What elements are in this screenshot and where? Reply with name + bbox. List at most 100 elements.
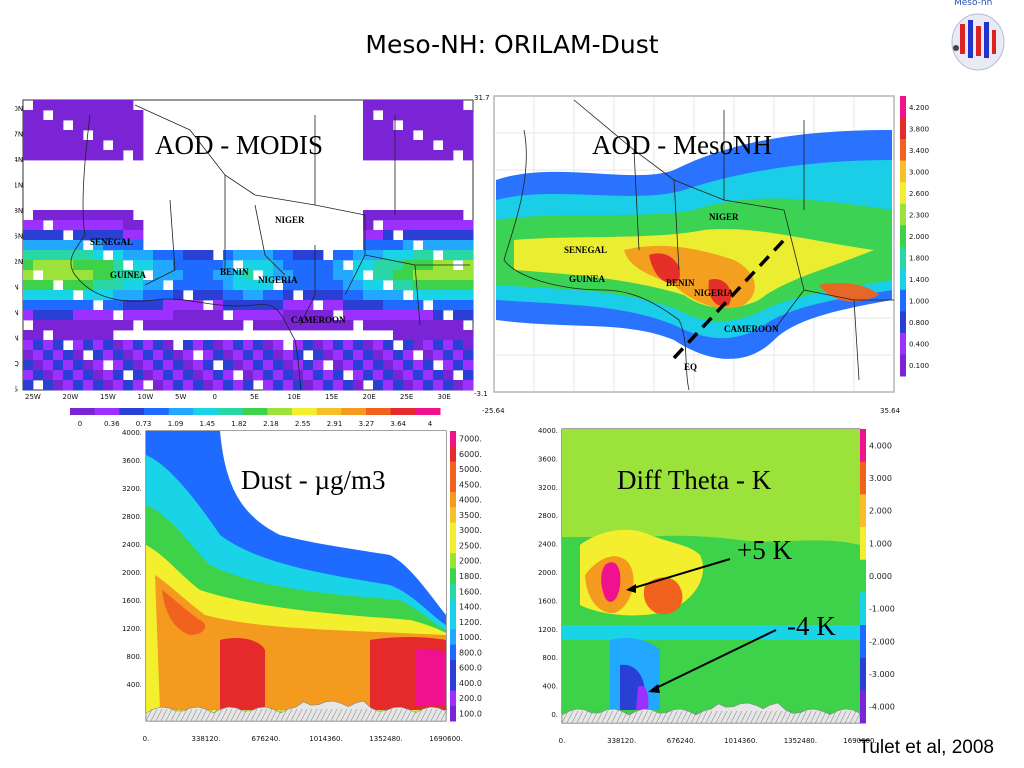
- modis-cell: [123, 100, 134, 111]
- dust-terrain-hatch: [190, 708, 198, 722]
- modis-cell: [113, 380, 124, 391]
- modis-x-tick: 25W: [25, 393, 41, 401]
- modis-cell: [203, 350, 214, 361]
- dust-terrain-hatch: [290, 708, 298, 722]
- modis-x-tick: 25E: [400, 393, 413, 401]
- modis-cell: [343, 290, 354, 301]
- modis-cell: [423, 380, 434, 391]
- dust-terrain-hatch: [210, 708, 218, 722]
- modis-cell: [253, 280, 264, 291]
- dust-terrain-hatch: [360, 708, 368, 722]
- modis-cell: [93, 270, 104, 281]
- modis-cell: [423, 310, 434, 321]
- modis-cell: [373, 260, 384, 271]
- dust-terrain-hatch: [260, 708, 268, 722]
- modis-cell: [133, 310, 144, 321]
- modis-cell: [83, 230, 94, 241]
- modis-cell: [203, 310, 214, 321]
- theta-terrain-hatch: [606, 710, 613, 724]
- modis-cell: [463, 270, 474, 281]
- modis-cell: [113, 120, 124, 131]
- modis-cell: [163, 360, 174, 371]
- modis-cell: [133, 270, 144, 281]
- modis-cell: [363, 210, 374, 221]
- modis-cell: [143, 320, 154, 331]
- modis-cell: [223, 370, 234, 381]
- theta-terrain-hatch: [745, 710, 752, 724]
- modis-cell: [403, 130, 414, 141]
- theta-colorbar-swatch: [860, 494, 866, 528]
- modis-cell: [373, 320, 384, 331]
- modis-cell: [113, 210, 124, 221]
- theta-colorbar-swatch: [860, 657, 866, 691]
- dust-terrain-hatch: [435, 708, 443, 722]
- modis-cell: [443, 370, 454, 381]
- mnh-colorbar-swatch: [900, 225, 906, 248]
- mnh-colorbar-label: 0.800: [909, 319, 929, 327]
- modis-cell: [233, 380, 244, 391]
- modis-cell: [363, 100, 374, 111]
- modis-cell: [393, 130, 404, 141]
- modis-cell: [283, 270, 294, 281]
- modis-cell: [393, 290, 404, 301]
- modis-colorbar-swatch: [292, 408, 318, 415]
- modis-cell: [23, 110, 34, 121]
- theta-y-tick: 1200.: [538, 626, 558, 634]
- modis-cell: [263, 290, 274, 301]
- modis-cell: [163, 370, 174, 381]
- modis-cell: [223, 280, 234, 291]
- mnh-colorbar-swatch: [900, 160, 906, 183]
- modis-cell: [193, 360, 204, 371]
- modis-cell: [33, 350, 44, 361]
- modis-cell: [153, 300, 164, 311]
- modis-cell: [363, 150, 374, 161]
- theta-terrain-hatch: [825, 710, 832, 724]
- modis-cell: [133, 130, 144, 141]
- mnh-colorbar-swatch: [900, 268, 906, 291]
- modis-cell: [413, 100, 424, 111]
- modis-cell: [203, 250, 214, 261]
- modis-cell: [53, 130, 64, 141]
- theta-colorbar-swatch: [860, 690, 866, 724]
- modis-cell: [83, 360, 94, 371]
- theta-terrain-hatch: [795, 710, 802, 724]
- modis-cell: [363, 360, 374, 371]
- modis-cell: [303, 290, 314, 301]
- modis-cell: [43, 320, 54, 331]
- theta-terrain-hatch: [705, 710, 713, 724]
- modis-cell: [313, 250, 324, 261]
- mnh-country-nigeria: NIGERIA: [694, 288, 734, 298]
- modis-cell: [163, 340, 174, 351]
- dust-colorbar-swatch: [450, 507, 456, 524]
- modis-cell: [453, 380, 464, 391]
- modis-cell: [403, 360, 414, 371]
- modis-colorbar-swatch: [193, 408, 219, 415]
- mnh-aod-contour: [649, 253, 680, 283]
- theta-colorbar-label: 3.000: [869, 474, 892, 483]
- modis-cell: [123, 290, 134, 301]
- modis-cell: [273, 250, 284, 261]
- modis-cell: [443, 250, 454, 261]
- modis-cell: [373, 350, 384, 361]
- modis-cell: [73, 270, 84, 281]
- modis-cell: [463, 380, 474, 391]
- modis-cell: [33, 310, 44, 321]
- dust-y-tick: 1600.: [122, 597, 142, 605]
- modis-cell: [23, 360, 34, 371]
- modis-cell: [443, 290, 454, 301]
- modis-cell: [273, 300, 284, 311]
- mnh-colorbar-swatch: [900, 289, 906, 312]
- modis-cell: [373, 360, 384, 371]
- modis-cell: [303, 270, 314, 281]
- dust-contour: [162, 590, 206, 635]
- modis-cell: [83, 100, 94, 111]
- modis-cell: [413, 220, 424, 231]
- modis-cell: [63, 210, 74, 221]
- modis-cell: [103, 300, 114, 311]
- modis-cell: [383, 290, 394, 301]
- modis-cell: [173, 350, 184, 361]
- modis-cell: [423, 270, 434, 281]
- modis-cell: [83, 210, 94, 221]
- modis-cell: [443, 320, 454, 331]
- dust-x-tick: 338120.: [192, 735, 221, 743]
